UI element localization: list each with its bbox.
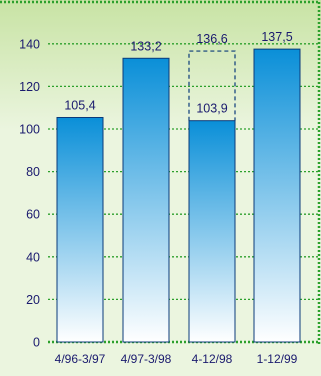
projected-value-label: 136,6 — [196, 32, 227, 46]
y-tick-label: 0 — [33, 336, 40, 350]
bar — [122, 57, 170, 343]
y-tick-label: 20 — [26, 293, 40, 307]
y-tick-label: 120 — [19, 80, 40, 94]
bar-value-label: 103,9 — [196, 102, 227, 116]
y-tick-label: 140 — [19, 37, 40, 51]
bar — [253, 48, 301, 343]
bar-value-label: 137,5 — [261, 30, 292, 44]
x-tick-label: 4-12/98 — [192, 352, 233, 366]
x-tick-label: 4/97-3/98 — [121, 352, 172, 366]
bar — [56, 116, 104, 343]
y-tick-label: 80 — [26, 165, 40, 179]
projected-bar-outline — [188, 50, 236, 121]
y-tick-label: 60 — [26, 208, 40, 222]
y-tick-label: 40 — [26, 250, 40, 264]
x-tick-label: 4/96-3/97 — [55, 352, 106, 366]
bar-value-label: 105,4 — [64, 98, 95, 112]
x-tick-label: 1-12/99 — [257, 352, 298, 366]
y-tick-label: 100 — [19, 123, 40, 137]
bar-value-label: 133,2 — [130, 39, 161, 53]
bar — [188, 120, 236, 343]
